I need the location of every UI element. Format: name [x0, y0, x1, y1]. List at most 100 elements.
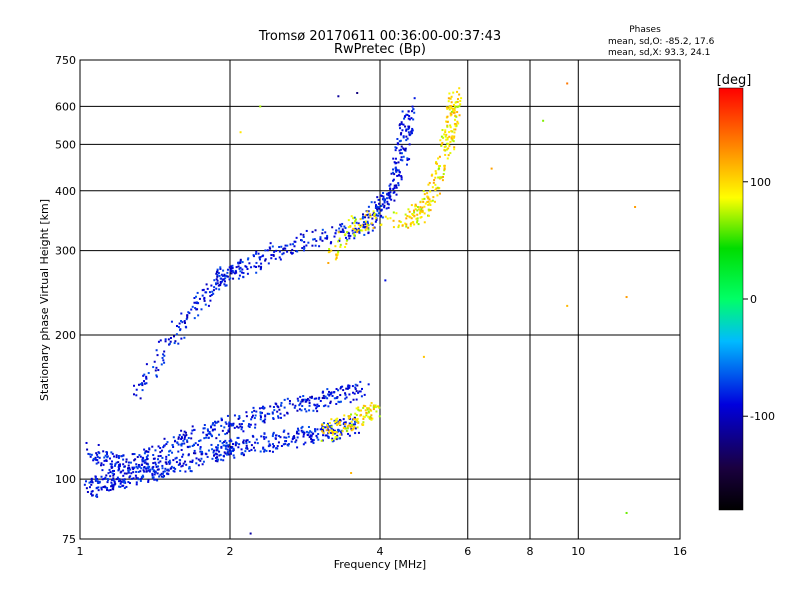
data-point	[90, 478, 93, 481]
data-point	[316, 436, 319, 439]
data-point	[115, 461, 118, 464]
data-point	[136, 455, 139, 458]
data-point	[438, 177, 441, 180]
data-point	[277, 415, 280, 418]
data-point	[449, 126, 452, 129]
data-point	[242, 453, 245, 456]
data-point	[143, 470, 146, 473]
data-point	[95, 458, 98, 461]
data-point	[341, 222, 344, 225]
data-point	[418, 212, 421, 215]
data-point	[112, 485, 115, 488]
data-point	[376, 196, 379, 199]
data-point	[195, 457, 198, 460]
data-point	[146, 466, 149, 469]
data-point	[135, 388, 138, 391]
data-point	[250, 418, 253, 421]
data-point	[408, 133, 411, 136]
data-point	[193, 317, 196, 320]
data-point	[183, 438, 186, 441]
data-point	[300, 409, 303, 412]
data-point	[293, 245, 296, 248]
data-point	[297, 399, 300, 402]
data-point	[393, 173, 396, 176]
data-point	[444, 145, 447, 148]
data-point	[224, 445, 227, 448]
data-point	[225, 274, 228, 277]
data-point	[438, 192, 441, 195]
data-point	[398, 171, 401, 174]
data-point	[427, 214, 430, 217]
data-point	[266, 412, 269, 415]
data-point	[308, 436, 311, 439]
data-point	[344, 397, 347, 400]
data-point	[400, 152, 403, 155]
data-point	[401, 159, 404, 162]
data-point	[184, 325, 187, 328]
data-point	[147, 480, 150, 483]
data-point	[287, 444, 290, 447]
data-point	[347, 234, 350, 237]
data-point	[365, 227, 368, 230]
data-point	[301, 425, 304, 428]
data-point	[233, 414, 236, 417]
data-point	[191, 444, 194, 447]
data-point	[373, 213, 376, 216]
data-point	[143, 373, 146, 376]
data-point	[362, 223, 365, 226]
data-point	[302, 395, 305, 398]
data-point	[334, 418, 337, 421]
data-point	[100, 462, 103, 465]
data-point	[439, 176, 442, 179]
data-point	[330, 431, 333, 434]
data-point	[108, 468, 111, 471]
data-point	[201, 451, 204, 454]
data-point	[223, 451, 226, 454]
data-point	[153, 457, 156, 460]
data-point	[215, 446, 218, 449]
data-point	[173, 342, 176, 345]
data-point	[142, 469, 145, 472]
data-point	[133, 459, 136, 462]
data-point	[115, 454, 118, 457]
data-point	[394, 149, 397, 152]
data-point	[407, 131, 410, 134]
data-point	[382, 197, 385, 200]
x-tick-labels: 1 2 4 6 8 10 16	[77, 545, 688, 558]
data-point	[214, 420, 217, 423]
data-point	[368, 213, 371, 216]
data-point	[235, 271, 238, 274]
x-tick-label: 2	[227, 545, 234, 558]
data-point	[192, 443, 195, 446]
data-point	[132, 468, 135, 471]
data-point	[300, 400, 303, 403]
data-point	[312, 432, 315, 435]
data-point	[367, 205, 370, 208]
data-point	[370, 222, 373, 225]
data-point	[263, 432, 266, 435]
data-point	[441, 129, 444, 132]
data-point	[458, 87, 461, 90]
data-point	[356, 426, 359, 429]
data-point	[112, 478, 115, 481]
data-point	[321, 391, 324, 394]
data-point	[118, 478, 121, 481]
data-point	[397, 182, 400, 185]
data-point	[403, 117, 406, 120]
data-point	[258, 407, 261, 410]
data-point	[358, 231, 361, 234]
data-point	[377, 405, 380, 408]
data-point	[369, 408, 372, 411]
data-point	[109, 489, 112, 492]
data-point	[446, 142, 449, 145]
data-point	[348, 422, 351, 425]
data-point	[338, 437, 341, 440]
data-point	[410, 222, 413, 225]
data-point	[188, 312, 191, 315]
data-point	[414, 208, 417, 211]
data-point	[216, 282, 219, 285]
data-point	[172, 436, 175, 439]
data-point	[167, 338, 170, 341]
data-point	[216, 279, 219, 282]
